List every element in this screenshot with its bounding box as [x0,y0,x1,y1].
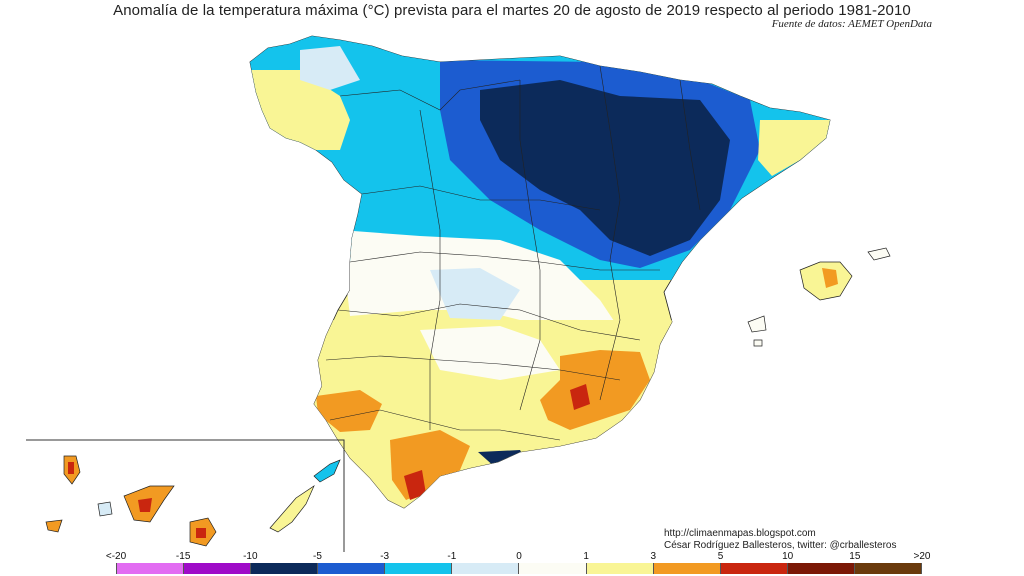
legend-tick-label: 10 [782,551,794,562]
legend-swatch [184,563,252,574]
legend-tick-label: -15 [175,551,191,562]
legend-swatch [586,563,654,574]
legend-swatch [787,563,855,574]
legend-swatch [720,563,788,574]
canary-islands [45,455,341,547]
anomaly-zone-orange-south [390,430,470,500]
anomaly-zone-yellow-catalonia [758,120,830,176]
balearic-islands [747,247,891,347]
el-hierro [45,519,63,533]
legend-tick-label: 3 [650,551,657,562]
fuerteventura [269,485,315,533]
anomaly-zone-orange-east [540,350,650,430]
legend-tick-label: -5 [313,551,322,562]
anomaly-zone-dark-blue [480,80,730,256]
legend-swatch [385,563,453,574]
anomaly-zone-orange-west [316,390,382,432]
legend-swatch [116,563,185,574]
color-legend [116,563,922,574]
legend-tick-label: 1 [583,551,589,562]
la-gomera [97,501,113,517]
legend-tick-label: 5 [717,551,724,562]
legend-tick-label: <-20 [105,551,127,562]
legend-tick-label: 0 [516,551,522,562]
anomaly-zone-yellow-galicia [250,70,350,150]
legend-ticks: <-20 -15 -10 -5 -3 -1 0 1 3 5 10 15 >20 [106,551,931,563]
legend-swatch [653,563,721,574]
ibiza [747,315,767,333]
map-title: Anomalía de la temperatura máxima (°C) p… [113,2,911,19]
legend-tick-label: -10 [243,551,258,562]
author-credit: César Rodríguez Ballesteros, twitter: @c… [664,540,897,551]
lanzarote [313,459,341,483]
legend-swatch [854,563,922,574]
legend-swatch [318,563,386,574]
menorca [867,247,891,261]
legend-swatch [452,563,520,574]
canary-inset-frame [26,439,345,552]
legend-tick-label: >20 [913,551,931,562]
blog-credit: http://climaenmapas.blogspot.com [664,528,816,539]
region-borders [325,65,701,441]
legend-tick-label: -1 [447,551,457,562]
legend-swatch [519,563,587,574]
legend-tick-label: -3 [380,551,390,562]
legend-tick-label: 15 [849,551,861,562]
legend-swatch [251,563,319,574]
data-source: Fuente de datos: AEMET OpenData [771,18,932,30]
